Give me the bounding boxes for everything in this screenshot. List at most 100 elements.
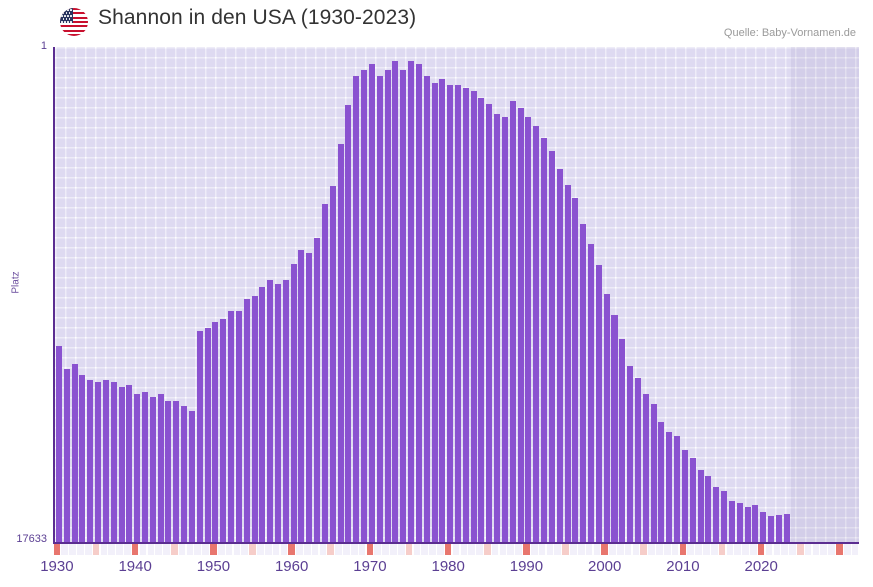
x-axis-tick-label: 2010 — [666, 558, 700, 575]
x-tick-cell — [77, 544, 84, 555]
x-tick-cell — [656, 544, 663, 555]
bar — [400, 70, 407, 542]
bar — [282, 280, 289, 542]
x-tick-cell — [139, 544, 147, 555]
x-tick-cell — [124, 544, 131, 555]
x-tick-cell — [421, 544, 428, 555]
bar — [212, 322, 219, 542]
x-tick-cell — [695, 544, 702, 555]
x-tick-cell — [538, 544, 546, 555]
y-axis-label-top: 1 — [40, 40, 47, 52]
x-tick-cell — [609, 544, 616, 555]
x-tick-minor — [796, 544, 804, 555]
x-tick-major — [836, 544, 843, 555]
x-tick-cell — [108, 544, 115, 555]
x-tick-major — [444, 544, 452, 555]
bar — [220, 319, 227, 542]
x-tick-cell — [390, 544, 397, 555]
bar — [611, 315, 618, 542]
x-tick-cell — [671, 544, 679, 555]
x-tick-cell — [202, 544, 209, 555]
bar — [275, 284, 282, 542]
bar — [634, 378, 641, 542]
bar — [431, 83, 438, 542]
x-axis-tick-label: 1940 — [118, 558, 152, 575]
bar — [548, 151, 555, 542]
bar — [627, 366, 634, 542]
bar — [102, 380, 109, 542]
page-title: Shannon in den USA (1930-2023) — [98, 6, 417, 29]
x-tick-cell — [663, 544, 671, 555]
bar — [713, 487, 720, 542]
x-axis-tick-label: 1930 — [40, 558, 74, 575]
bar — [181, 406, 188, 542]
bar — [462, 88, 469, 542]
bar — [501, 117, 508, 542]
bar — [705, 476, 712, 542]
bar — [775, 515, 782, 542]
x-tick-cell — [515, 544, 522, 555]
bar — [736, 503, 743, 542]
bar — [619, 339, 626, 542]
bar — [447, 85, 454, 542]
x-tick-cell — [507, 544, 515, 555]
x-tick-cell — [687, 544, 695, 555]
x-tick-cell — [617, 544, 624, 555]
x-tick-cell — [225, 544, 233, 555]
bar — [87, 380, 94, 542]
x-tick-major — [366, 544, 374, 555]
bar — [392, 61, 399, 542]
bar — [290, 264, 297, 542]
bar — [376, 76, 383, 542]
x-tick-cell — [648, 544, 655, 555]
bar — [134, 394, 141, 542]
x-tick-major — [131, 544, 139, 555]
bar — [415, 64, 422, 542]
bar — [783, 514, 790, 542]
x-tick-cell — [296, 544, 303, 555]
bar — [149, 397, 156, 542]
bar — [423, 76, 430, 542]
plot-area — [53, 47, 859, 542]
bar — [470, 91, 477, 542]
bar — [368, 64, 375, 542]
bar — [329, 186, 336, 542]
x-tick-cell — [554, 544, 562, 555]
x-tick-cell — [350, 544, 358, 555]
flag-stripes — [60, 8, 88, 36]
bar — [603, 294, 610, 542]
bar — [361, 70, 368, 542]
x-tick-cell — [750, 544, 757, 555]
bar — [439, 79, 446, 542]
x-tick-cell — [624, 544, 632, 555]
x-tick-cell — [546, 544, 554, 555]
x-tick-minor — [483, 544, 491, 555]
bar — [760, 512, 767, 542]
x-axis-tick-label: 1970 — [353, 558, 387, 575]
x-tick-cell — [163, 544, 170, 555]
x-tick-cell — [257, 544, 264, 555]
x-tick-cell — [437, 544, 444, 555]
x-axis-tick-label: 1960 — [274, 558, 309, 575]
bar — [728, 501, 735, 542]
bar — [228, 311, 235, 542]
x-axis-labels: 1930 1940 1950 1960 1970 1980 1990 2000 2010 2020 — [0, 558, 873, 582]
x-tick-minor — [562, 544, 569, 555]
bar — [110, 382, 117, 542]
x-tick-cell — [335, 544, 342, 555]
bar — [752, 505, 759, 542]
bar — [541, 138, 548, 542]
bar — [235, 311, 242, 542]
bar — [353, 76, 360, 542]
bar — [486, 104, 493, 542]
bar — [642, 394, 649, 542]
x-tick-minor — [405, 544, 413, 555]
x-tick-cell — [773, 544, 781, 555]
bar — [306, 253, 313, 542]
x-tick-cell — [585, 544, 593, 555]
bar — [564, 185, 571, 542]
x-axis-tick-label: 1990 — [509, 558, 544, 575]
x-tick-cell — [726, 544, 734, 555]
bar — [204, 328, 211, 542]
x-tick-cell — [710, 544, 718, 555]
